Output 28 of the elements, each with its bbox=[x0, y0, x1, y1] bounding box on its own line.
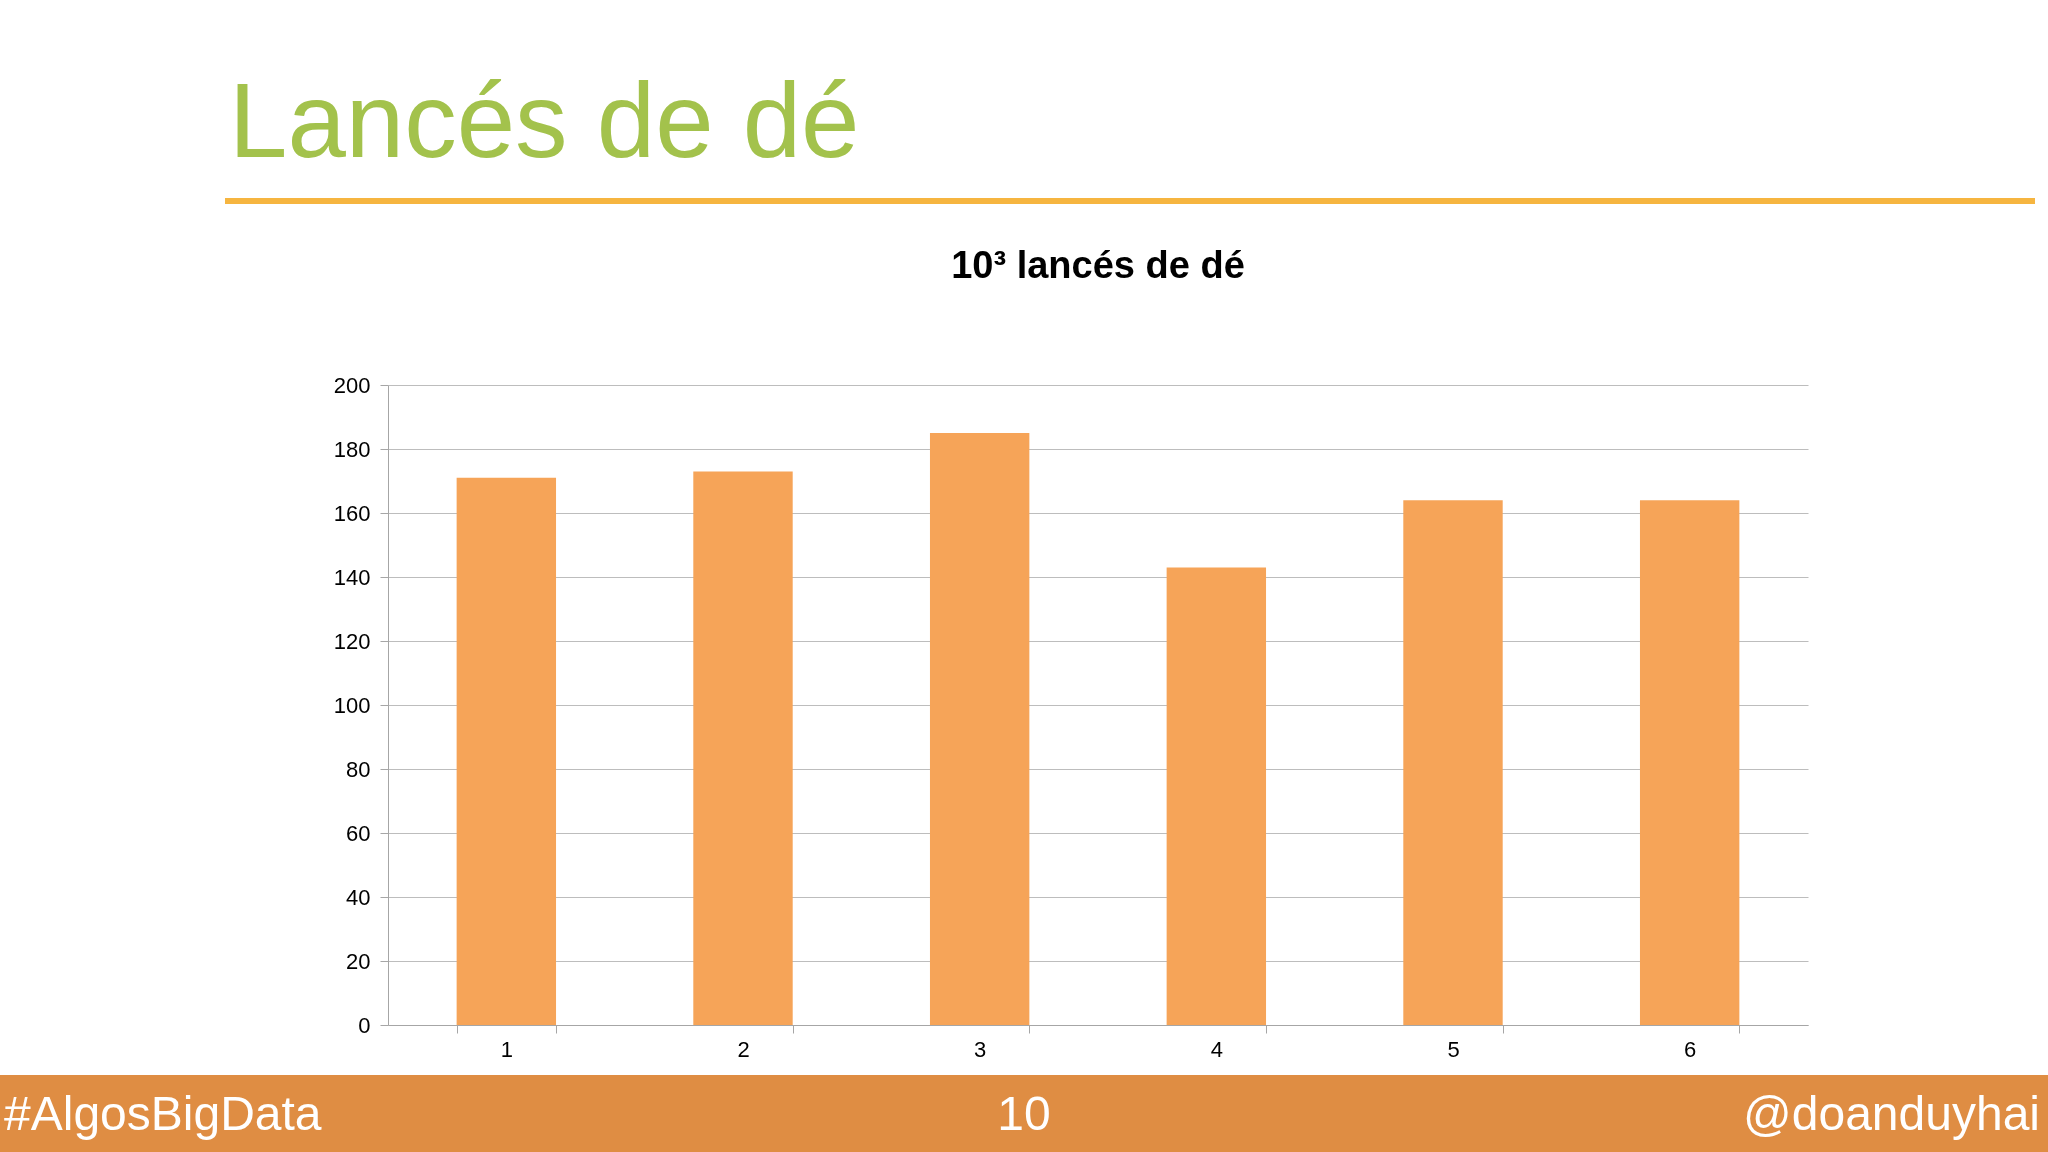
x-tick-label: 1 bbox=[500, 1036, 513, 1062]
bar bbox=[456, 477, 557, 1025]
x-tick-label: 6 bbox=[1684, 1036, 1697, 1062]
bar bbox=[693, 471, 793, 1025]
y-tick-label: 120 bbox=[333, 628, 371, 654]
x-tick-label: 2 bbox=[737, 1036, 750, 1062]
text: 10 bbox=[997, 1086, 1051, 1142]
y-tick-label: 180 bbox=[333, 436, 371, 462]
y-tick-label: 20 bbox=[346, 948, 371, 974]
text: @doanduyhai bbox=[1743, 1086, 2041, 1142]
y-tick-label: 200 bbox=[333, 372, 371, 398]
bar bbox=[929, 433, 1030, 1025]
x-tick-label: 3 bbox=[974, 1036, 987, 1062]
y-tick-label: 40 bbox=[346, 884, 371, 910]
y-tick-label: 140 bbox=[333, 564, 371, 590]
chart-subtitle: 10³ lancés de dé bbox=[951, 244, 1245, 286]
x-tick-label: 4 bbox=[1210, 1036, 1223, 1062]
bar bbox=[1403, 500, 1503, 1025]
y-tick-label: 0 bbox=[358, 1012, 371, 1038]
y-tick-label: 60 bbox=[346, 820, 371, 846]
bar bbox=[1166, 567, 1267, 1025]
x-tick-label: 5 bbox=[1447, 1036, 1460, 1062]
y-tick-label: 80 bbox=[346, 756, 371, 782]
y-tick-label: 100 bbox=[333, 692, 371, 718]
chart-title: Lancés de dé bbox=[229, 62, 860, 179]
text: #AlgosBigData bbox=[3, 1086, 322, 1142]
bar bbox=[1639, 500, 1740, 1025]
y-tick-label: 160 bbox=[333, 500, 371, 526]
